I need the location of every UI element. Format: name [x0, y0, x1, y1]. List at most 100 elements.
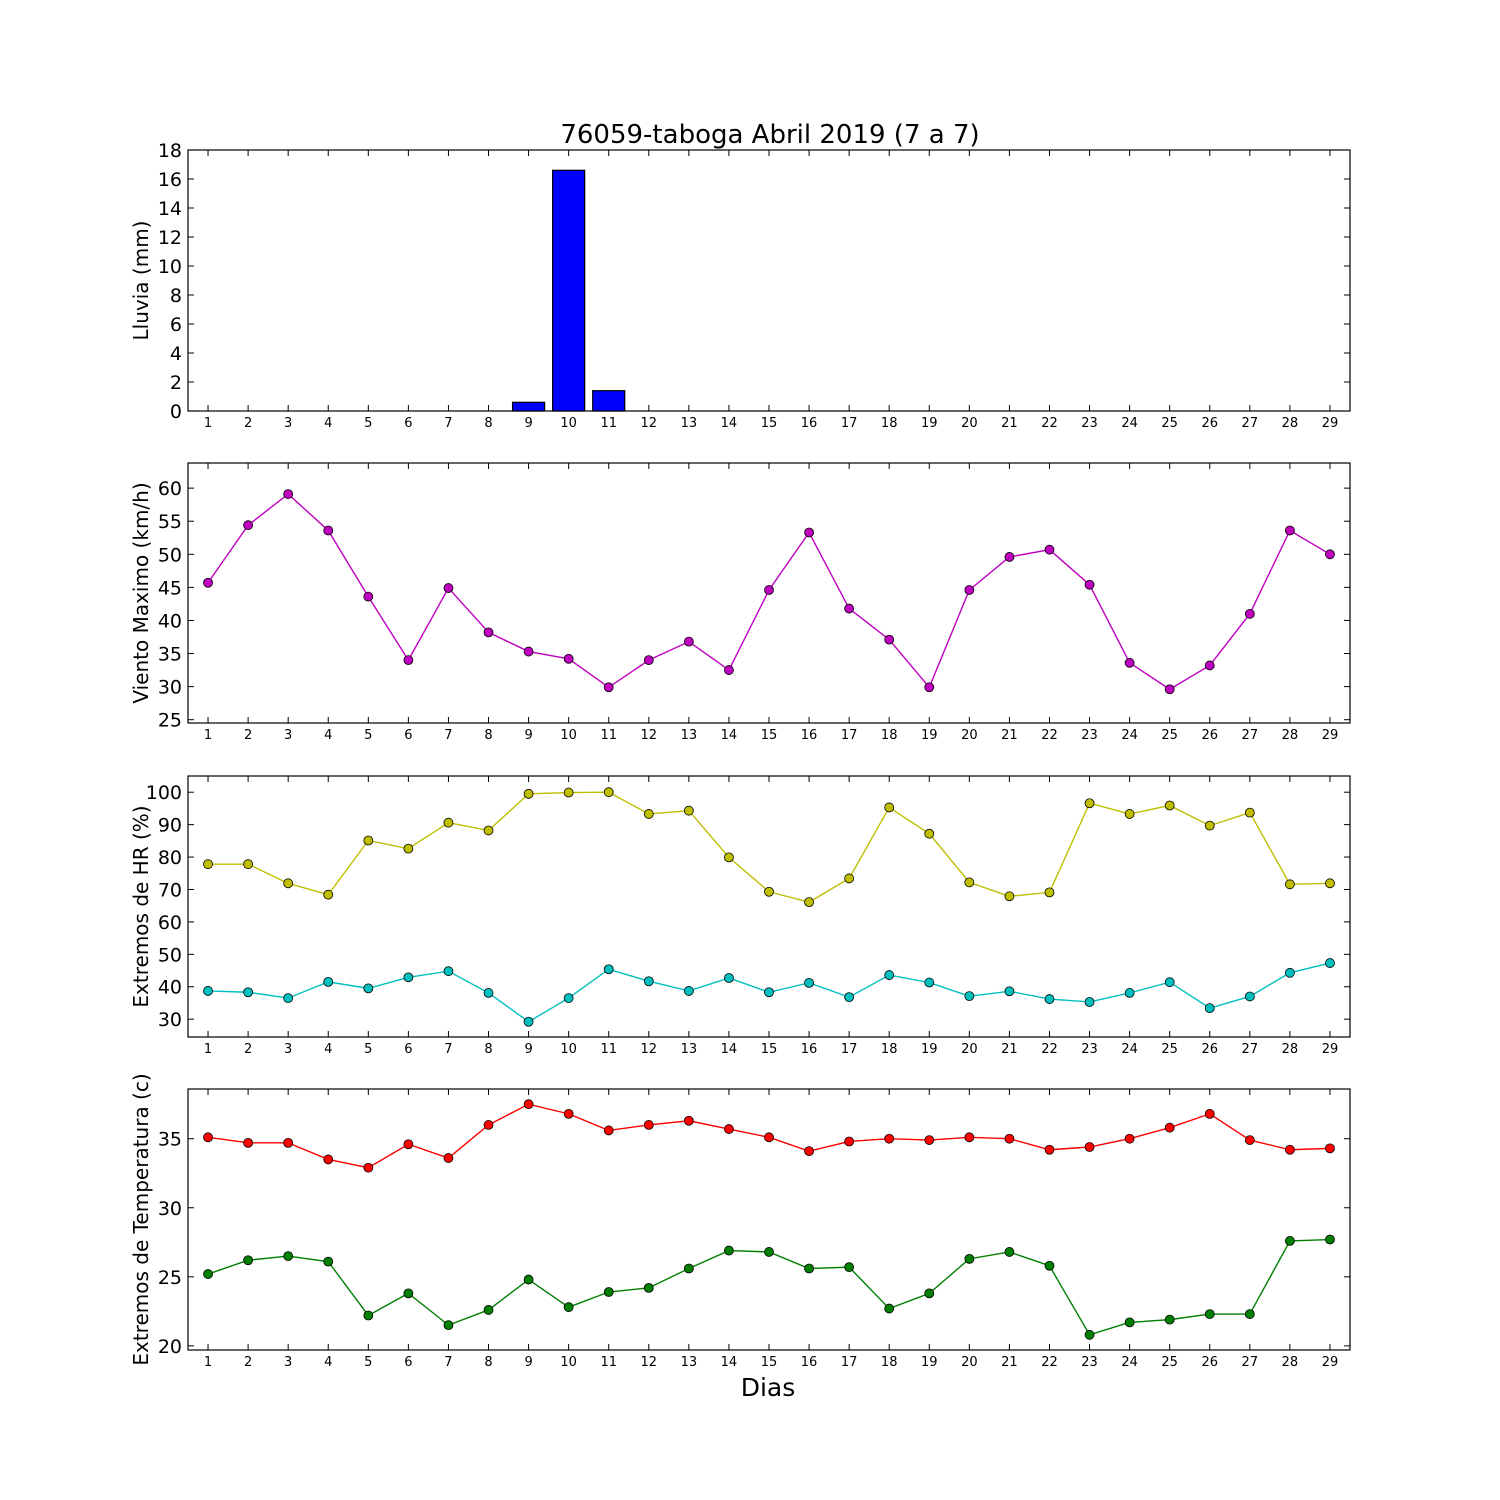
- temperature-series-1-point: [443, 1153, 454, 1163]
- temperature-series-2-point: [443, 1320, 454, 1331]
- humidity-series-1-point: [1124, 809, 1135, 819]
- humidity-series-2-point: [1284, 967, 1295, 978]
- wind-x-tick-label: 16: [801, 728, 818, 743]
- rain-x-tick-label: 27: [1242, 416, 1259, 431]
- humidity-series-2-point: [924, 977, 935, 988]
- wind-x-tick-label: 1: [204, 728, 212, 743]
- temperature-y-tick-label: 20: [158, 1336, 182, 1358]
- rain-x-tick-label: 23: [1081, 416, 1098, 431]
- humidity-series-2-point: [283, 993, 294, 1003]
- humidity-x-tick-label: 21: [1001, 1042, 1018, 1057]
- temperature-x-tick-label: 28: [1282, 1355, 1299, 1370]
- humidity-y-tick-label: 30: [158, 1009, 182, 1031]
- humidity-x-tick-label: 1: [204, 1042, 212, 1057]
- temperature-series-1-point: [603, 1125, 614, 1136]
- rain-x-tick-label: 8: [484, 416, 492, 431]
- temperature-series-1-point: [884, 1133, 895, 1144]
- temperature-series-2-point: [363, 1310, 374, 1321]
- temperature-series-1-point: [1044, 1144, 1055, 1155]
- rain-y-tick-label: 14: [158, 198, 182, 220]
- humidity-x-tick-label: 16: [801, 1042, 818, 1057]
- temperature-series-1-point: [804, 1146, 814, 1157]
- humidity-series-1-point: [283, 878, 294, 889]
- wind-y-tick-label: 45: [158, 577, 182, 599]
- wind-x-tick-label: 28: [1282, 728, 1299, 743]
- wind-x-tick-label: 15: [761, 728, 778, 743]
- humidity-series-2-point: [724, 973, 734, 983]
- temperature-series-1-point: [1284, 1144, 1295, 1155]
- wind-series-1-point: [323, 525, 334, 536]
- temperature-series-1-point: [363, 1162, 374, 1173]
- rain-bar: [511, 401, 546, 412]
- humidity-series-1-point: [764, 886, 774, 897]
- temperature-series-2-point: [764, 1247, 774, 1257]
- temperature-series-1-point: [724, 1124, 734, 1134]
- humidity-x-tick-label: 20: [961, 1042, 978, 1057]
- humidity-series-1-point: [643, 809, 654, 819]
- humidity-series-1-point: [844, 873, 855, 884]
- wind-series-1-point: [924, 682, 935, 693]
- wind-series-1-point: [283, 489, 294, 499]
- humidity-x-tick-label: 19: [921, 1042, 938, 1057]
- rain-x-tick-label: 29: [1322, 416, 1339, 431]
- temperature-series-1-point: [203, 1132, 213, 1143]
- wind-x-tick-label: 18: [881, 728, 898, 743]
- temperature-x-tick-label: 13: [681, 1355, 698, 1370]
- chart-title: 76059-taboga Abril 2019 (7 a 7): [560, 120, 979, 150]
- humidity-series-1-point: [1204, 820, 1215, 831]
- rain-x-tick-label: 18: [881, 416, 898, 431]
- temperature-x-tick-label: 10: [560, 1355, 577, 1370]
- humidity-series-1-point: [1325, 878, 1335, 889]
- wind-x-tick-label: 19: [921, 728, 938, 743]
- rain-bar: [552, 169, 586, 412]
- humidity-series-2-point: [523, 1016, 534, 1027]
- temperature-x-tick-label: 19: [921, 1355, 938, 1370]
- wind-y-axis-label: Viento Maximo (km/h): [129, 482, 153, 703]
- wind-x-tick-label: 4: [324, 728, 332, 743]
- rain-y-tick-label: 6: [170, 314, 182, 336]
- temperature-series-1-point: [323, 1154, 334, 1165]
- humidity-series-1-point: [363, 835, 374, 846]
- humidity-series-1-point: [483, 825, 494, 836]
- wind-x-tick-label: 13: [681, 728, 698, 743]
- temperature-series-1-point: [683, 1115, 694, 1126]
- temperature-series-2-point: [403, 1288, 414, 1299]
- humidity-series-2-point: [363, 983, 374, 994]
- temperature-series-1-point: [1204, 1108, 1215, 1119]
- temperature-x-tick-label: 26: [1201, 1355, 1218, 1370]
- humidity-series-1-point: [683, 805, 694, 816]
- wind-x-tick-label: 5: [364, 728, 372, 743]
- temperature-x-tick-label: 9: [524, 1355, 532, 1370]
- humidity-x-tick-label: 12: [641, 1042, 658, 1057]
- humidity-series-2-point: [1124, 988, 1135, 998]
- rain-x-tick-label: 9: [524, 416, 532, 431]
- temperature-series-1-point: [924, 1135, 935, 1145]
- humidity-y-tick-label: 90: [158, 815, 182, 837]
- wind-x-tick-label: 11: [600, 728, 617, 743]
- humidity-series-1-point: [443, 817, 454, 828]
- humidity-series-1-point: [1044, 887, 1055, 898]
- temperature-series-2-point: [643, 1282, 654, 1293]
- humidity-x-tick-label: 5: [364, 1042, 372, 1057]
- wind-series-1-point: [643, 655, 654, 666]
- rain-x-tick-label: 11: [600, 416, 617, 431]
- temperature-x-tick-label: 17: [841, 1355, 858, 1370]
- humidity-series-2-point: [603, 964, 614, 975]
- humidity-x-tick-label: 3: [284, 1042, 292, 1057]
- rain-y-axis-label: Lluvia (mm): [129, 221, 153, 341]
- humidity-series-1-point: [1284, 879, 1295, 890]
- temperature-x-tick-label: 22: [1041, 1355, 1058, 1370]
- wind-x-tick-label: 3: [284, 728, 292, 743]
- temperature-x-tick-label: 11: [600, 1355, 617, 1370]
- temperature-x-tick-label: 21: [1001, 1355, 1018, 1370]
- humidity-series-1-point: [1244, 807, 1255, 818]
- temperature-series-2-point: [1204, 1309, 1215, 1319]
- wind-series-1-point: [1044, 544, 1055, 555]
- humidity-y-tick-label: 100: [146, 782, 182, 804]
- temperature-series-2-point: [884, 1303, 895, 1314]
- humidity-series-2-point: [443, 966, 454, 977]
- humidity-y-tick-label: 60: [158, 912, 182, 934]
- temperature-series-2-point: [1004, 1247, 1015, 1257]
